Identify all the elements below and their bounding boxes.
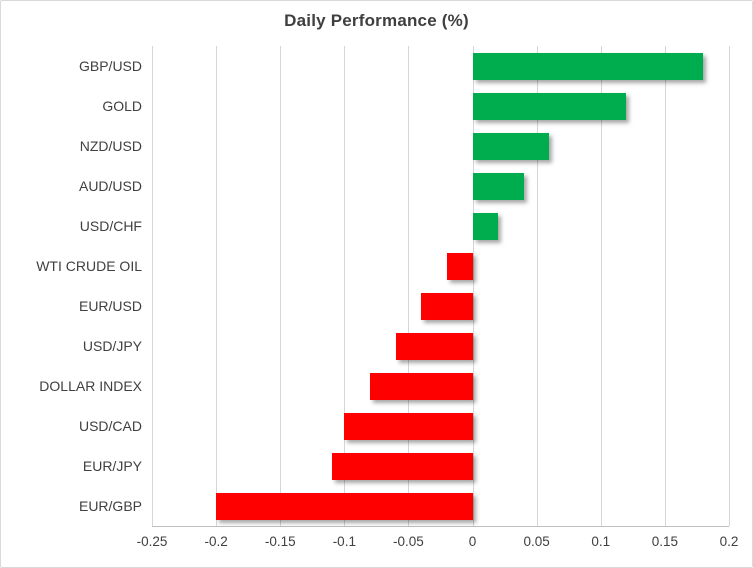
bar-gold	[472, 92, 627, 120]
bar-usd-cad	[344, 412, 473, 440]
chart-title: Daily Performance (%)	[284, 11, 469, 30]
x-tick-label: -0.05	[393, 534, 424, 549]
gridline	[407, 46, 409, 526]
x-tick-label: 0.05	[523, 534, 550, 549]
category-label-gold: GOLD	[102, 98, 142, 114]
x-tick-label: -0.25	[136, 534, 168, 549]
category-label-wti-crude-oil: WTI CRUDE OIL	[36, 258, 142, 274]
category-label-usd-jpy: USD/JPY	[82, 338, 142, 354]
x-tick-label: 0.1	[591, 534, 611, 549]
category-label-usd-chf: USD/CHF	[79, 218, 142, 234]
x-tick-label: -0.2	[204, 534, 228, 549]
bar-usd-chf	[472, 212, 499, 240]
bar-eur-jpy	[331, 452, 473, 480]
x-tick-label: -0.15	[264, 534, 296, 549]
bar-eur-usd	[421, 292, 473, 320]
bar-eur-gbp	[216, 492, 473, 520]
category-label-gbp-usd: GBP/USD	[78, 58, 142, 74]
gridline	[664, 46, 666, 526]
gridline	[536, 46, 538, 526]
gridline	[343, 46, 345, 526]
gridline	[728, 46, 730, 526]
bar-gbp-usd	[472, 52, 704, 80]
bar-wti-crude-oil	[446, 252, 473, 280]
bar-dollar-index	[369, 372, 473, 400]
category-label-eur-usd: EUR/USD	[78, 298, 142, 314]
x-tick-label: -0.1	[332, 534, 356, 549]
x-tick-label: 0	[468, 534, 477, 549]
gridline	[600, 46, 602, 526]
bar-usd-jpy	[395, 332, 473, 360]
bar-aud-usd	[472, 172, 524, 200]
category-label-eur-jpy: EUR/JPY	[82, 458, 142, 474]
gridline	[279, 46, 281, 526]
category-label-aud-usd: AUD/USD	[78, 178, 142, 194]
x-tick-label: 0.2	[719, 534, 739, 549]
category-label-dollar-index: DOLLAR INDEX	[39, 378, 142, 394]
gridline	[151, 46, 153, 526]
x-tick-label: 0.15	[651, 534, 679, 549]
plot-area	[151, 46, 730, 527]
category-label-usd-cad: USD/CAD	[78, 418, 142, 434]
gridline	[472, 46, 474, 526]
gridline	[215, 46, 217, 526]
bar-nzd-usd	[472, 132, 550, 160]
category-label-nzd-usd: NZD/USD	[79, 138, 142, 154]
category-label-eur-gbp: EUR/GBP	[78, 498, 142, 514]
